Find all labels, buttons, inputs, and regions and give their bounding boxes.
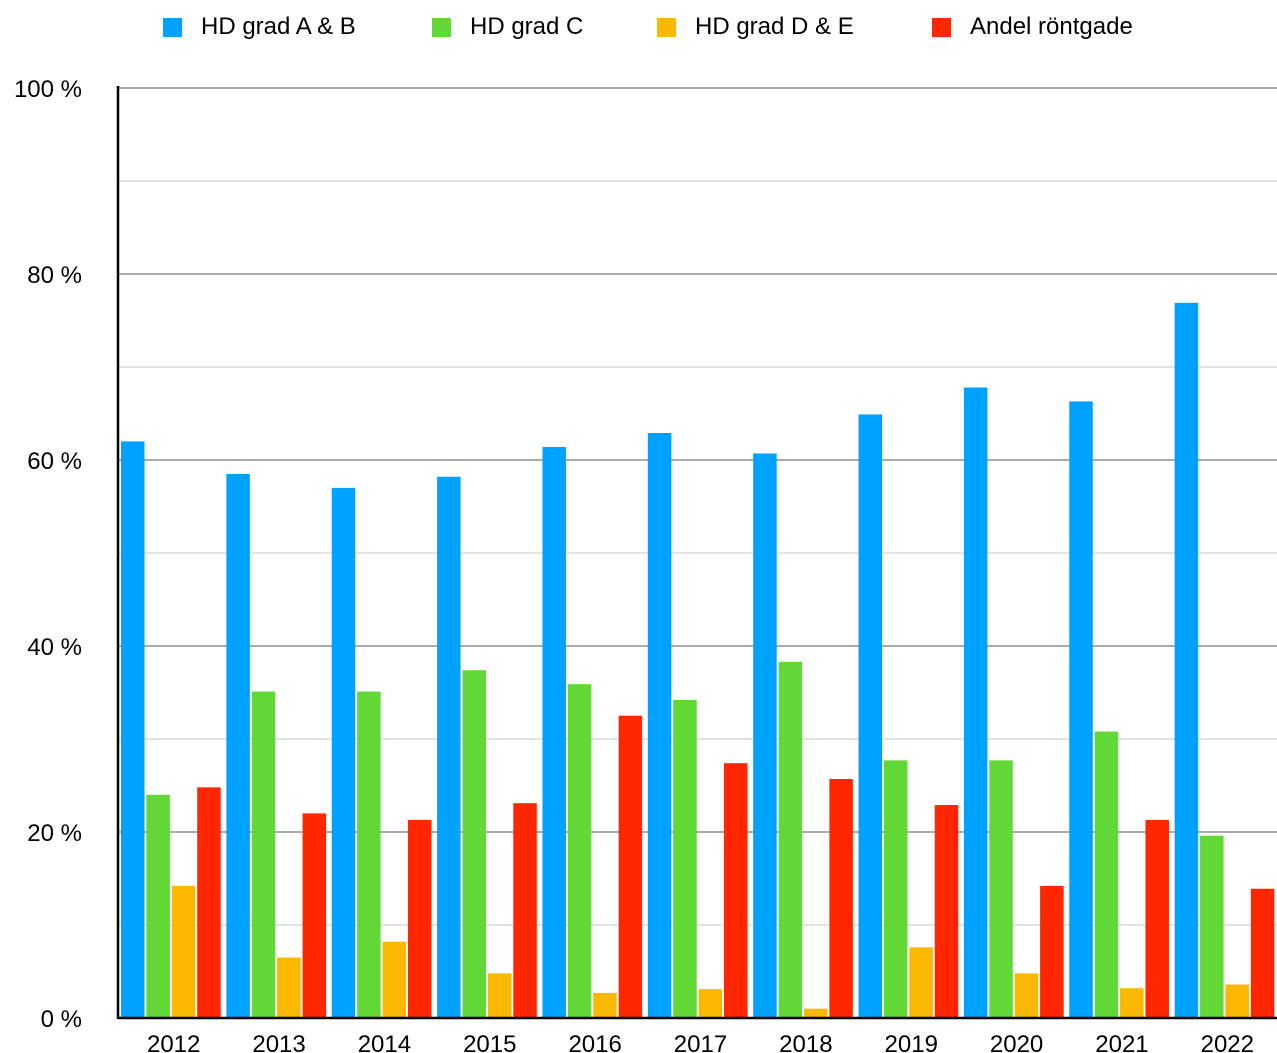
bar-hd-grad-a-b-2019: [858, 414, 883, 1018]
x-tick-label-2018: 2018: [779, 1031, 832, 1053]
y-tick-label-20: 20 %: [27, 820, 82, 847]
legend-item-hd-grad-a-b: HD grad A & B: [163, 12, 356, 42]
bar-hd-grad-a-b-2020: [963, 387, 988, 1019]
bar-hd-grad-d-e-2017: [698, 989, 723, 1018]
bar-hd-grad-d-e-2020: [1014, 973, 1039, 1018]
bar-hd-grad-d-e-2013: [277, 957, 301, 1018]
bar-hd-grad-d-e-2014: [382, 941, 407, 1018]
y-tick-label-100: 100 %: [14, 76, 82, 103]
bar-hd-grad-d-e-2021: [1120, 988, 1144, 1018]
bar-hd-grad-d-e-2018: [803, 1008, 828, 1018]
bar-hd-grad-d-e-2019: [909, 947, 933, 1018]
axes: [116, 86, 1277, 1020]
bar-andel-r-ntgade-2022: [1250, 888, 1275, 1018]
bar-andel-r-ntgade-2018: [829, 778, 853, 1018]
bar-hd-grad-d-e-2012: [171, 885, 196, 1018]
bar-andel-r-ntgade-2017: [724, 763, 748, 1018]
bar-hd-grad-a-b-2016: [542, 446, 566, 1019]
x-tick-label-2017: 2017: [674, 1031, 727, 1053]
bar-hd-grad-a-b-2013: [226, 473, 250, 1018]
tick-labels: 0 % 20 % 40 % 60 % 80 % 100 % 2012 2013 2014 2015…: [14, 76, 1254, 1053]
bar-hd-grad-c-2020: [989, 760, 1013, 1018]
bars: [121, 302, 1275, 1019]
bar-andel-r-ntgade-2019: [934, 805, 959, 1018]
bar-hd-grad-d-e-2016: [593, 992, 617, 1018]
x-tick-label-2021: 2021: [1095, 1031, 1148, 1053]
bar-hd-grad-c-2014: [357, 691, 381, 1018]
legend-item-hd-grad-c: HD grad C: [432, 12, 583, 42]
legend-item-andel-rontgade: Andel röntgade: [932, 12, 1133, 42]
legend-label-andel-rontgade: Andel röntgade: [970, 13, 1133, 40]
legend-swatch-hd-grad-a-b: [163, 17, 182, 37]
y-tick-label-60: 60 %: [27, 448, 82, 475]
legend-label-hd-grad-c: HD grad C: [470, 13, 584, 40]
bar-hd-grad-a-b-2017: [647, 433, 672, 1018]
bar-hd-grad-d-e-2015: [487, 973, 512, 1018]
bar-hd-grad-c-2012: [146, 794, 170, 1018]
bar-hd-grad-a-b-2014: [331, 487, 356, 1018]
bar-andel-r-ntgade-2015: [513, 803, 537, 1018]
bar-hd-grad-a-b-2021: [1069, 401, 1093, 1018]
y-tick-label-0: 0 %: [41, 1006, 82, 1033]
bar-hd-grad-a-b-2018: [753, 453, 777, 1018]
legend-swatch-andel-rontgade: [932, 17, 951, 37]
bar-hd-grad-c-2017: [673, 699, 697, 1018]
bar-hd-grad-d-e-2022: [1225, 984, 1249, 1018]
bar-hd-grad-a-b-2022: [1174, 302, 1199, 1019]
x-tick-label-2015: 2015: [463, 1031, 516, 1053]
bar-andel-r-ntgade-2020: [1040, 885, 1064, 1018]
bar-hd-grad-c-2013: [251, 691, 276, 1018]
x-tick-label-2019: 2019: [885, 1031, 938, 1053]
x-tick-label-2016: 2016: [568, 1031, 621, 1053]
bar-hd-grad-c-2016: [567, 684, 592, 1018]
legend-item-hd-grad-d-e: HD grad D & E: [657, 12, 854, 42]
bar-andel-r-ntgade-2013: [302, 813, 327, 1018]
bar-andel-r-ntgade-2021: [1145, 819, 1169, 1018]
legend-label-hd-grad-a-b: HD grad A & B: [201, 13, 356, 40]
x-tick-label-2012: 2012: [147, 1031, 200, 1053]
y-tick-label-40: 40 %: [27, 634, 82, 661]
y-tick-label-80: 80 %: [27, 262, 82, 289]
legend-swatch-hd-grad-d-e: [657, 17, 676, 37]
bar-hd-grad-c-2021: [1094, 731, 1119, 1018]
legend-label-hd-grad-d-e: HD grad D & E: [695, 13, 854, 40]
x-tick-label-2013: 2013: [252, 1031, 305, 1053]
bar-andel-r-ntgade-2012: [197, 787, 221, 1018]
x-tick-label-2014: 2014: [358, 1031, 411, 1053]
x-tick-label-2022: 2022: [1201, 1031, 1254, 1053]
bar-andel-r-ntgade-2016: [618, 715, 643, 1018]
bar-hd-grad-c-2018: [778, 661, 803, 1018]
bar-hd-grad-c-2022: [1200, 835, 1224, 1018]
bar-andel-r-ntgade-2014: [407, 819, 432, 1018]
bar-hd-grad-c-2015: [462, 670, 486, 1018]
bar-hd-grad-a-b-2015: [437, 476, 461, 1018]
bar-hd-grad-a-b-2012: [121, 441, 145, 1018]
x-tick-label-2020: 2020: [990, 1031, 1043, 1053]
bar-hd-grad-c-2019: [883, 760, 908, 1018]
chart-legend: HD grad A & B HD grad C HD grad D & E An…: [0, 12, 1277, 42]
legend-swatch-hd-grad-c: [432, 17, 451, 37]
